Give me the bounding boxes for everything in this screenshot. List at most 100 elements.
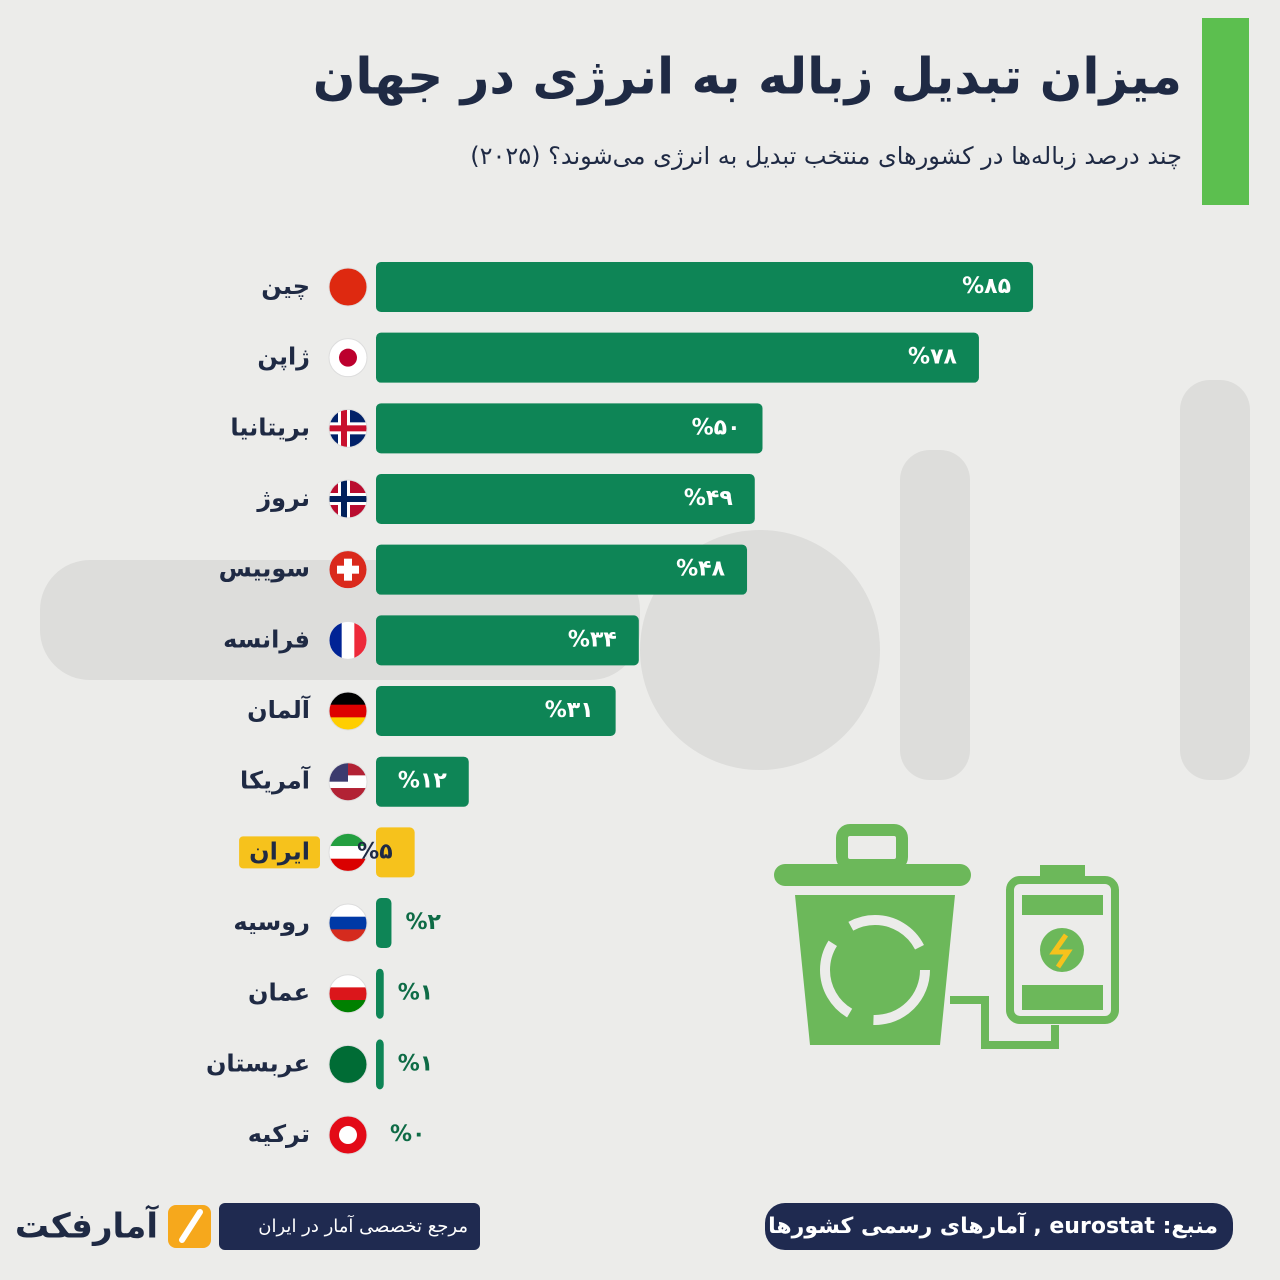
flag-part	[341, 409, 347, 448]
flag	[329, 268, 367, 306]
source-pill	[765, 1203, 1233, 1250]
flag-part	[329, 621, 343, 660]
category-label: بریتانیا	[230, 413, 310, 441]
value-label: %۱۲	[398, 769, 447, 794]
logo-mark	[179, 1209, 203, 1243]
flag	[329, 1116, 367, 1155]
bar	[376, 262, 1034, 312]
flag	[329, 480, 367, 519]
flag-part	[329, 1045, 367, 1084]
flag-part	[329, 858, 367, 872]
source: منبع: eurostat , آمارهای رسمی کشورها	[768, 1211, 1218, 1239]
flag	[329, 1045, 367, 1084]
category-label: فرانسه	[223, 625, 310, 653]
flag-ring	[328, 550, 368, 590]
flag-part	[339, 1126, 357, 1145]
category-label: نروژ	[256, 484, 310, 512]
category-label: عمان	[248, 979, 310, 1007]
category-label: چین	[261, 272, 310, 300]
flag-part	[329, 974, 367, 988]
flag-part	[341, 480, 347, 519]
category-label: ایران	[249, 837, 310, 865]
flag	[329, 409, 367, 448]
flag-part	[341, 621, 355, 660]
illustration	[774, 824, 1119, 1049]
flag-ring	[328, 408, 368, 448]
flag-part	[329, 987, 367, 1001]
flag-ring	[328, 691, 368, 731]
bar	[376, 898, 392, 949]
flag-part	[329, 833, 367, 847]
bar	[376, 968, 384, 1019]
flag-part	[329, 1000, 367, 1013]
flag-ring	[328, 479, 368, 519]
flag-part	[329, 496, 367, 503]
value-label: %۴۹	[684, 486, 733, 511]
flag-ring	[328, 974, 368, 1014]
flag-part	[339, 348, 357, 367]
value-label: %۵	[357, 839, 392, 864]
bar	[376, 474, 755, 525]
category-label: ژاپن	[257, 343, 310, 371]
bar	[376, 686, 616, 737]
value-label: %۲	[405, 910, 441, 935]
flag-ring	[328, 267, 368, 307]
flag-ring	[328, 620, 368, 660]
value-label: %۵۰	[692, 415, 741, 440]
flag-part	[329, 788, 367, 801]
bar	[376, 827, 415, 878]
value-label: %۰	[390, 1122, 425, 1147]
tagline-pill	[219, 1203, 480, 1250]
category-label: عربستان	[206, 1049, 310, 1077]
flag-ring	[328, 1115, 368, 1155]
flag-part	[344, 558, 352, 581]
bar	[376, 403, 763, 454]
flag	[329, 833, 367, 872]
bar	[376, 615, 639, 666]
flag	[329, 974, 367, 1013]
value-label: %۴۸	[676, 557, 725, 582]
flag-part	[329, 692, 367, 706]
flag-ring	[328, 832, 368, 872]
accent-bar	[1202, 18, 1249, 205]
flag-part	[329, 846, 367, 860]
tagline: مرجع تخصصی آمار در ایران	[258, 1214, 468, 1237]
flag-part	[329, 717, 367, 731]
flag	[329, 338, 367, 377]
flag-part	[329, 916, 367, 930]
flag-part	[329, 904, 367, 918]
bar	[376, 332, 979, 383]
category-label: روسیه	[233, 908, 310, 936]
flag	[329, 692, 367, 731]
category-label: آمریکا	[240, 766, 311, 795]
flag-part	[329, 704, 367, 718]
flag	[329, 621, 367, 660]
bar	[376, 756, 469, 807]
flag-part	[329, 425, 367, 432]
flag-part	[329, 929, 367, 943]
bar	[376, 544, 748, 595]
flag-ring	[328, 1044, 368, 1084]
flag	[329, 904, 367, 943]
brand: آمارفکت	[15, 1205, 159, 1247]
value-label: %۳۱	[545, 698, 594, 723]
flag-ring	[328, 903, 368, 943]
category-label: ترکیه	[248, 1120, 310, 1148]
chart-title: میزان تبدیل زباله به انرژی در جهان	[313, 48, 1182, 107]
flag-part	[329, 268, 367, 306]
bar	[376, 1039, 384, 1090]
value-label: %۱	[398, 981, 433, 1006]
value-label: %۷۸	[908, 345, 957, 370]
flag-ring	[328, 338, 368, 378]
value-label: %۱	[398, 1051, 433, 1076]
category-label: آلمان	[247, 695, 311, 724]
category-label: سوییس	[219, 555, 310, 583]
flag-part	[354, 621, 367, 660]
chart-subtitle: چند درصد زباله‌ها در کشورهای منتخب تبدیل…	[470, 142, 1182, 170]
flag-ring	[328, 762, 368, 802]
value-label: %۸۵	[962, 274, 1011, 299]
label-highlight	[239, 836, 320, 869]
value-label: %۳۴	[568, 627, 617, 652]
